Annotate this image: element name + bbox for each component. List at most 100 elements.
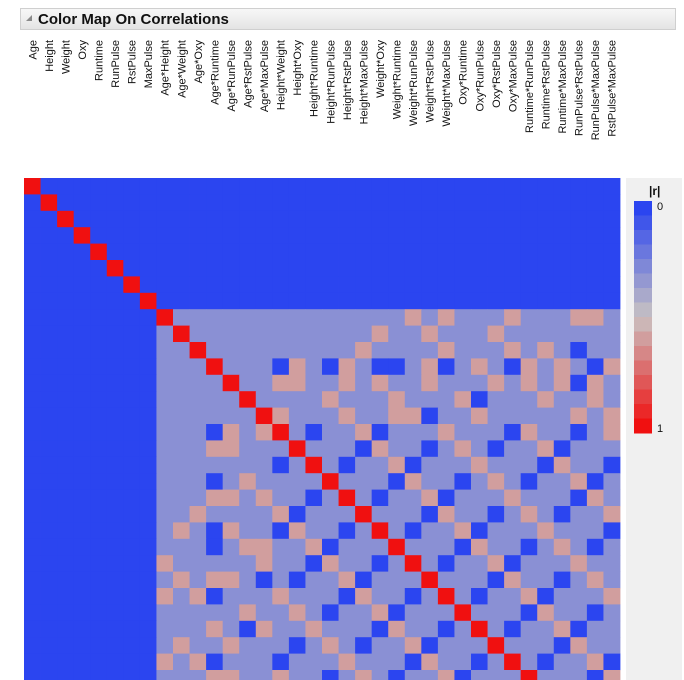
heatmap-cell: [371, 374, 389, 392]
heatmap-cell: [388, 588, 406, 605]
heatmap-cell: [206, 325, 224, 343]
heatmap-cell: [57, 227, 75, 244]
heatmap-cell: [338, 276, 356, 294]
heatmap-cell: [73, 292, 91, 310]
heatmap-cell: [603, 653, 621, 671]
heatmap-cell: [222, 522, 240, 540]
heatmap-cell: [40, 407, 58, 425]
heatmap-cell: [338, 506, 356, 523]
heatmap-cell: [586, 276, 604, 294]
heatmap-cell: [305, 571, 323, 589]
column-label: Oxy*RstPulse: [491, 40, 503, 108]
heatmap-cell: [437, 391, 455, 408]
heatmap-cell: [222, 620, 240, 638]
heatmap-cell: [189, 325, 207, 343]
heatmap-cell: [73, 456, 91, 474]
heatmap-cell: [156, 473, 174, 490]
heatmap-cell: [437, 489, 455, 507]
heatmap-cell: [189, 260, 207, 277]
heatmap-cell: [355, 637, 373, 654]
heatmap-cell: [371, 358, 389, 376]
heatmap-cell: [106, 243, 124, 261]
heatmap-cell: [139, 342, 157, 359]
heatmap-cell: [24, 276, 41, 294]
heatmap-cell: [40, 555, 58, 572]
heatmap-cell: [239, 210, 257, 228]
disclosure-triangle-icon[interactable]: [25, 14, 35, 24]
heatmap-cell: [57, 637, 75, 654]
heatmap-cell: [173, 506, 190, 523]
heatmap-cell: [388, 178, 406, 195]
heatmap-cell: [288, 653, 306, 671]
heatmap-cell: [222, 243, 240, 261]
heatmap-cell: [586, 489, 604, 507]
heatmap-cell: [156, 358, 174, 376]
heatmap-cell: [255, 440, 273, 458]
heatmap-cell: [437, 653, 455, 671]
heatmap-cell: [603, 325, 621, 343]
heatmap-cell: [239, 538, 257, 556]
heatmap-cell: [173, 309, 190, 326]
heatmap-cell: [106, 325, 124, 343]
heatmap-cell: [520, 506, 538, 523]
heatmap-cell: [288, 227, 306, 244]
heatmap-cell: [90, 227, 108, 244]
heatmap-cell: [553, 538, 571, 556]
heatmap-cell: [206, 555, 224, 572]
heatmap-cell: [189, 178, 207, 195]
heatmap-cell: [305, 653, 323, 671]
heatmap-cell: [206, 391, 224, 408]
heatmap-cell: [24, 538, 41, 556]
heatmap-cell: [139, 309, 157, 326]
heatmap-cell: [553, 243, 571, 261]
heatmap-cell: [73, 670, 91, 680]
heatmap-cell: [288, 604, 306, 622]
heatmap-cell: [57, 309, 75, 326]
heatmap-cell: [206, 670, 224, 680]
heatmap-cell: [106, 637, 124, 654]
heatmap-cell: [73, 260, 91, 277]
heatmap-cell: [603, 276, 621, 294]
heatmap-cell: [156, 342, 174, 359]
report-header[interactable]: Color Map On Correlations: [20, 8, 676, 30]
heatmap-cell: [487, 243, 505, 261]
heatmap-cell: [24, 522, 41, 540]
heatmap-cell: [288, 538, 306, 556]
heatmap-cell: [355, 440, 373, 458]
heatmap-cell: [603, 391, 621, 408]
column-label: Weight*RstPulse: [425, 40, 437, 122]
heatmap-cell: [454, 391, 472, 408]
heatmap-cell: [239, 506, 257, 523]
heatmap-cell: [520, 178, 538, 195]
heatmap-cell: [73, 227, 91, 244]
heatmap-cell: [404, 292, 422, 310]
heatmap-cell: [288, 325, 306, 343]
column-label: Weight*Runtime: [392, 40, 404, 119]
heatmap-cell: [404, 260, 422, 277]
heatmap-cell: [338, 670, 356, 680]
heatmap-cell: [537, 456, 555, 474]
heatmap-cell: [437, 588, 455, 605]
heatmap-cell: [272, 194, 290, 212]
heatmap-cell: [206, 407, 224, 425]
heatmap-cell: [454, 440, 472, 458]
heatmap-cell: [471, 243, 488, 261]
heatmap-cell: [603, 506, 621, 523]
heatmap-cell: [156, 456, 174, 474]
heatmap-cell: [90, 456, 108, 474]
column-label: Weight*MaxPulse: [441, 40, 453, 127]
heatmap-cell: [156, 670, 174, 680]
heatmap-cell: [173, 276, 190, 294]
heatmap-cell: [504, 670, 522, 680]
column-label: Height*Weight: [276, 40, 288, 110]
heatmap-cell: [355, 538, 373, 556]
heatmap-cell: [437, 194, 455, 212]
heatmap-cell: [305, 407, 323, 425]
heatmap-cell: [570, 571, 588, 589]
heatmap-cell: [504, 210, 522, 228]
heatmap-cell: [454, 178, 472, 195]
column-label: MaxPulse: [143, 40, 155, 88]
column-label: Height*Runtime: [309, 40, 321, 117]
heatmap-cell: [73, 571, 91, 589]
heatmap-cell: [206, 424, 224, 441]
